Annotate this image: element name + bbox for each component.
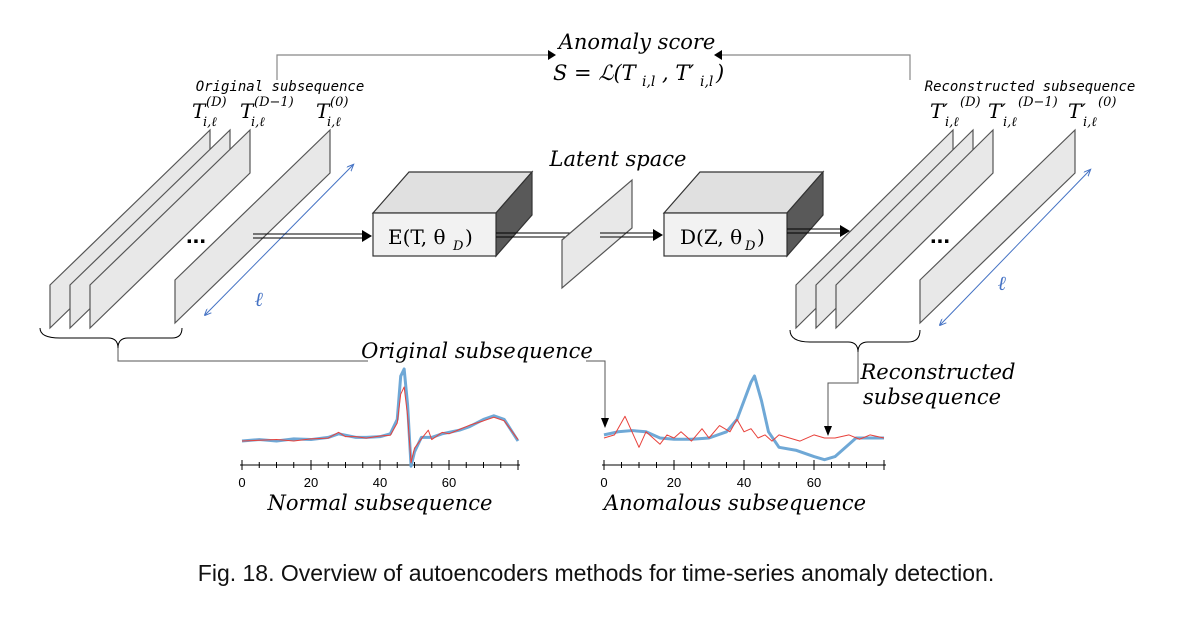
svg-text:T′: T′ [988,99,1006,123]
svg-text:T: T [192,99,207,123]
latent-space-label: Latent space [549,147,687,171]
svg-text:T: T [316,99,331,123]
encoder-label: E(T, θ D ) [388,225,473,254]
svg-text:(0): (0) [330,95,348,110]
anomalous-chart: 0 20 40 60 [600,374,886,490]
svg-text:i,ℓ: i,ℓ [945,115,959,130]
reconstructed-brace [789,329,921,353]
original-connector-head [601,418,609,428]
svg-text:(D−1): (D−1) [254,95,294,110]
latent-plane [561,178,633,290]
svg-text:i,ℓ: i,ℓ [203,115,217,130]
original-subsequence-mid-label: Original subsequence [361,339,593,363]
x-tick-label: 0 [238,475,245,490]
ellipsis-right: ... [930,222,950,249]
bracket-arrow-right [714,50,722,60]
svg-text:T: T [240,99,255,123]
anomalous-caption: Anomalous subsequence [602,491,866,515]
svg-text:): ) [757,225,765,249]
svg-text:): ) [715,61,724,85]
svg-text:i,ℓ: i,ℓ [327,115,341,130]
anomaly-score-formula: S = ℒ(T i,l , T′ i,l ) [553,61,724,90]
reconstructed-connector-head [824,426,832,436]
svg-text:i,l: i,l [642,74,655,90]
orig-label-0: T (0) i,ℓ [316,95,348,130]
series-line-blue [603,374,884,462]
reconstructed-mid-label-1: Reconstructed [859,360,1015,384]
reconstructed-mid-label-2: subsequence [863,385,1001,409]
original-mid-label-bg [368,337,586,363]
arrow-to-decoder-head [653,229,663,241]
svg-text:D: D [744,239,756,254]
arrow-to-reconstructed [787,228,842,234]
anomaly-score-bracket [276,54,911,80]
svg-text:(0): (0) [1098,95,1116,110]
original-connector [117,348,606,420]
recon-label-d-minus-1: T′ (D−1) i,ℓ [988,95,1058,130]
decoder-box [662,170,825,258]
svg-text:(D): (D) [206,95,227,110]
svg-text:D(Z, θ: D(Z, θ [680,225,742,249]
original-subsequence-top-label: Original subsequence [196,79,365,95]
svg-text:S = ℒ(T: S = ℒ(T [553,61,638,85]
svg-text:(D): (D) [960,95,981,110]
ell-label-left: ℓ [255,287,264,311]
svg-text:i,ℓ: i,ℓ [1083,115,1097,130]
svg-text:i,ℓ: i,ℓ [251,115,265,130]
recon-label-d: T′ (D) i,ℓ [930,95,981,130]
svg-text:): ) [465,225,473,249]
x-tick-label: 20 [304,475,318,490]
length-arrow-right [940,170,1090,325]
normal-chart: 0 20 40 60 [238,367,520,490]
svg-text:i,l: i,l [700,74,713,90]
arrow-to-decoder [600,232,655,238]
svg-text:D: D [452,239,464,254]
anomaly-score-title: Anomaly score [557,30,716,54]
x-tick-label: 60 [807,475,821,490]
svg-text:E(T, θ: E(T, θ [388,225,446,249]
arrow-to-latent [496,232,575,238]
arrow-to-encoder [253,233,365,239]
normal-caption: Normal subsequence [267,491,493,515]
svg-text:i,ℓ: i,ℓ [1003,115,1017,130]
recon-label-0: T′ (0) i,ℓ [1068,95,1116,130]
x-tick-label: 40 [737,475,751,490]
original-brace [39,327,183,349]
arrow-to-encoder-head [362,230,372,242]
series-line-red [241,386,519,464]
ellipsis-left: ... [186,222,206,249]
reconstructed-connector [827,352,859,428]
svg-text:T′: T′ [1068,99,1086,123]
x-tick-label: 0 [600,475,607,490]
orig-label-d-minus-1: T (D−1) i,ℓ [240,95,294,130]
arrow-to-reconstructed-head [840,225,850,237]
x-tick-label: 20 [667,475,681,490]
autoencoder-diagram: Anomaly score S = ℒ(T i,l , T′ i,l ) Ori… [39,30,1136,515]
figure-caption: Fig. 18. Overview of autoencoders method… [197,560,995,586]
encoder-box [371,170,534,258]
reconstructed-subsequence-top-label: Reconstructed subsequence [925,79,1136,95]
x-tick-label: 40 [373,475,387,490]
orig-label-d: T (D) i,ℓ [192,95,227,130]
decoder-label: D(Z, θ D ) [680,225,765,254]
series-line-red [603,415,885,448]
x-tick-label: 60 [442,475,456,490]
length-arrow-left [205,165,353,315]
series-line-blue [241,367,520,468]
svg-text:(D−1): (D−1) [1018,95,1058,110]
bracket-arrow-left [548,50,556,60]
ell-label-right: ℓ [998,271,1007,295]
svg-text:T′: T′ [930,99,948,123]
svg-text:, T′: , T′ [662,61,694,85]
